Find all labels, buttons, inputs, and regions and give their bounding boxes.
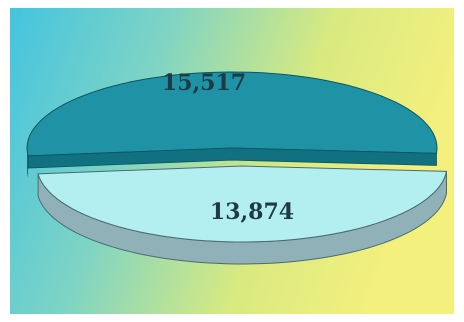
slice-15517-cut-face — [27, 147, 437, 169]
pie-chart: 15,517 13,874 — [10, 8, 454, 314]
slice-15517-top — [26, 71, 438, 157]
chart-frame: 15,517 13,874 — [10, 8, 454, 314]
slice-label-13874: 13,874 — [210, 199, 294, 225]
slice-label-15517: 15,517 — [162, 70, 246, 96]
slice-13874-top — [37, 165, 448, 243]
